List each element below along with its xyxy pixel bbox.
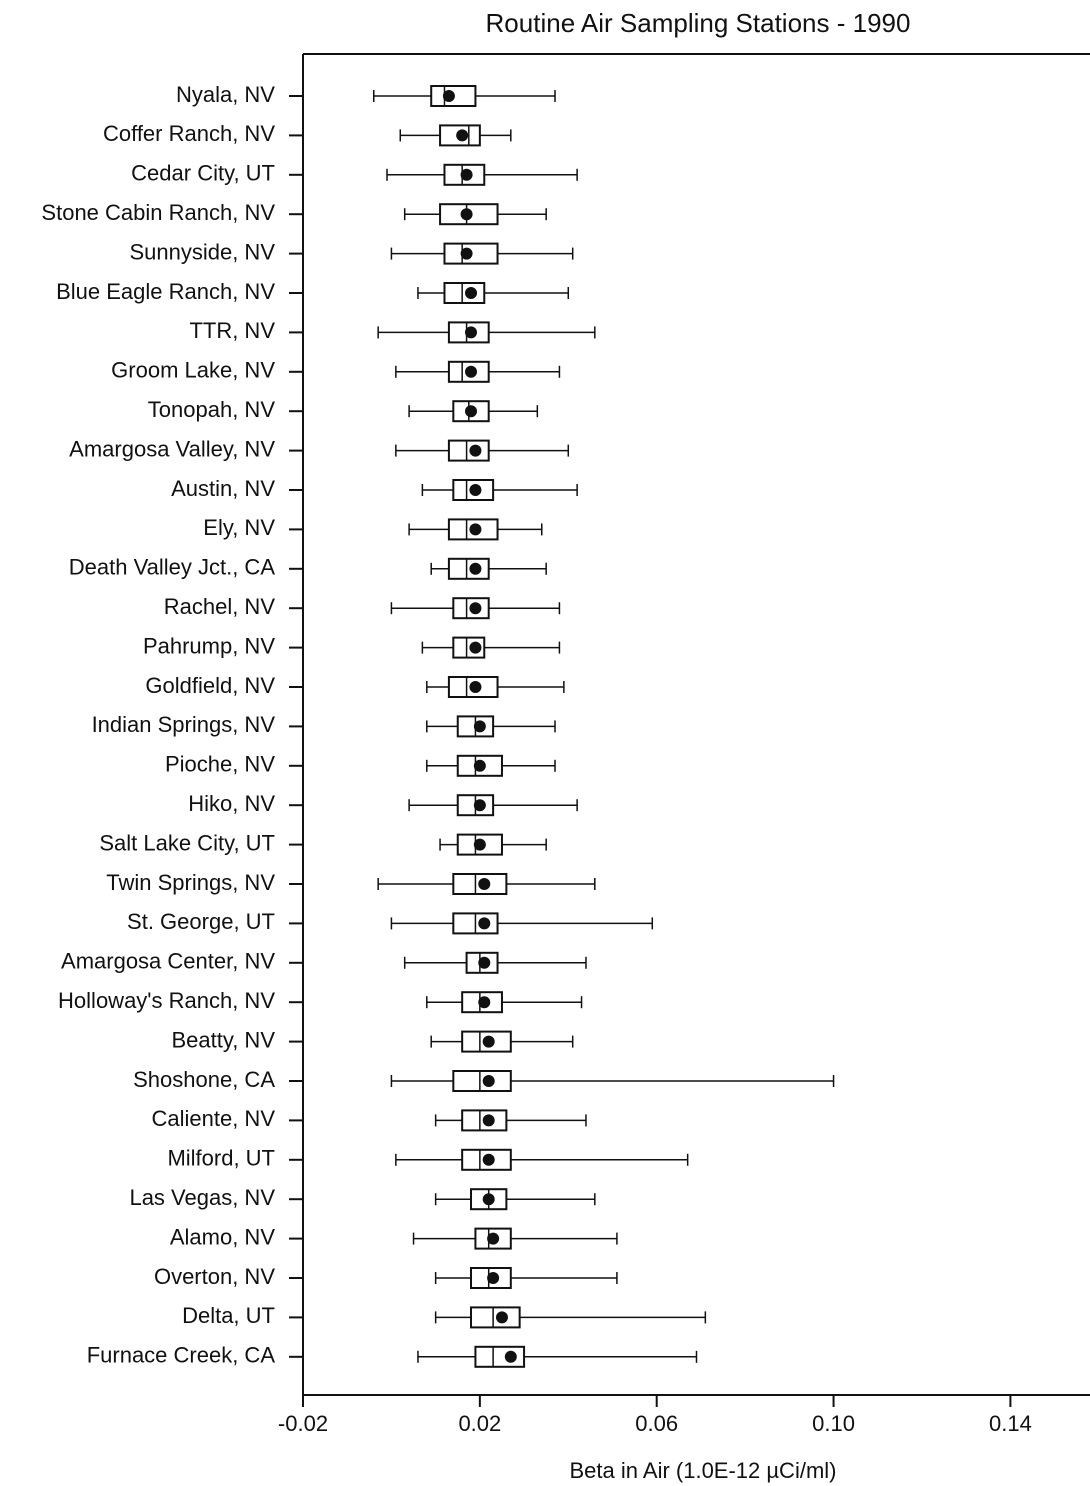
y-tick-label: Shoshone, CA: [133, 1067, 275, 1092]
mean: [469, 523, 482, 536]
y-tick-label: Stone Cabin Ranch, NV: [41, 200, 275, 225]
y-tick-label: Death Valley Jct., CA: [69, 555, 276, 580]
y-tick-label: Nyala, NV: [176, 82, 275, 107]
mean: [478, 996, 491, 1009]
y-tick-label: Blue Eagle Ranch, NV: [56, 279, 275, 304]
y-tick-label: Pahrump, NV: [143, 633, 275, 658]
y-tick-label: Amargosa Valley, NV: [69, 436, 275, 461]
y-tick-label: Tonopah, NV: [148, 397, 276, 422]
y-tick-label: Overton, NV: [154, 1264, 275, 1289]
y-tick-label: Pioche, NV: [165, 752, 275, 777]
y-tick-label: Las Vegas, NV: [129, 1185, 275, 1210]
y-tick-label: Indian Springs, NV: [92, 712, 276, 737]
mean: [478, 956, 491, 969]
box: [443, 282, 486, 304]
mean: [478, 878, 491, 890]
mean: [469, 641, 482, 654]
mean: [482, 1193, 495, 1206]
y-tick-label: Hiko, NV: [188, 791, 275, 816]
y-tick-label: Groom Lake, NV: [111, 358, 275, 383]
box: [447, 557, 490, 580]
y-tick-label: Salt Lake City, UT: [99, 830, 275, 855]
y-tick-label: Austin, NV: [171, 476, 275, 501]
mean: [473, 759, 486, 772]
y-tick-label: Twin Springs, NV: [106, 870, 275, 895]
y-tick-label: TTR, NV: [189, 318, 275, 343]
mean: [460, 247, 473, 260]
mean: [473, 838, 486, 851]
box: [447, 439, 490, 462]
mean: [504, 1350, 517, 1363]
mean: [465, 326, 478, 339]
x-tick-label: 0.14: [989, 1411, 1032, 1436]
chart-title: Routine Air Sampling Stations - 1990: [486, 8, 911, 38]
y-tick-label: Cedar City, UT: [131, 161, 275, 186]
y-tick-label: Ely, NV: [203, 515, 275, 540]
y-tick-label: St. George, UT: [127, 909, 275, 934]
x-tick-label: 0.10: [812, 1411, 855, 1436]
x-tick-label: -0.02: [278, 1411, 328, 1436]
mean: [495, 1311, 508, 1324]
mean: [456, 129, 469, 142]
mean: [469, 444, 482, 457]
mean: [482, 1035, 495, 1048]
x-tick-label: 0.02: [458, 1411, 501, 1436]
y-tick-label: Holloway's Ranch, NV: [58, 988, 275, 1013]
mean: [469, 484, 482, 496]
y-tick-label: Goldfield, NV: [145, 673, 275, 698]
y-tick-label: Alamo, NV: [170, 1224, 275, 1249]
mean: [478, 917, 491, 930]
y-tick-label: Milford, UT: [167, 1146, 275, 1171]
x-tick-label: 0.06: [635, 1411, 678, 1436]
mean: [473, 720, 486, 733]
y-tick-label: Delta, UT: [182, 1303, 275, 1328]
mean: [482, 1075, 495, 1087]
y-tick-label: Sunnyside, NV: [129, 239, 275, 264]
y-tick-label: Furnace Creek, CA: [87, 1343, 276, 1368]
y-tick-label: Amargosa Center, NV: [61, 949, 275, 974]
mean: [465, 405, 478, 418]
y-tick-label: Rachel, NV: [164, 594, 276, 619]
mean: [482, 1153, 495, 1166]
mean: [465, 287, 478, 299]
mean: [469, 602, 482, 615]
mean: [473, 799, 486, 812]
box: [470, 1306, 521, 1329]
mean: [469, 562, 482, 575]
mean: [465, 365, 478, 378]
y-tick-label: Beatty, NV: [171, 1027, 275, 1052]
mean: [442, 90, 455, 102]
mean: [469, 681, 482, 693]
mean: [487, 1232, 500, 1245]
mean: [460, 208, 473, 221]
y-tick-label: Caliente, NV: [151, 1106, 275, 1131]
box: [452, 1070, 512, 1092]
x-axis-label: Beta in Air (1.0E-12 µCi/ml): [570, 1458, 837, 1483]
mean: [482, 1114, 495, 1127]
mean: [460, 168, 473, 181]
y-tick-label: Coffer Ranch, NV: [103, 121, 275, 146]
mean: [487, 1272, 500, 1284]
